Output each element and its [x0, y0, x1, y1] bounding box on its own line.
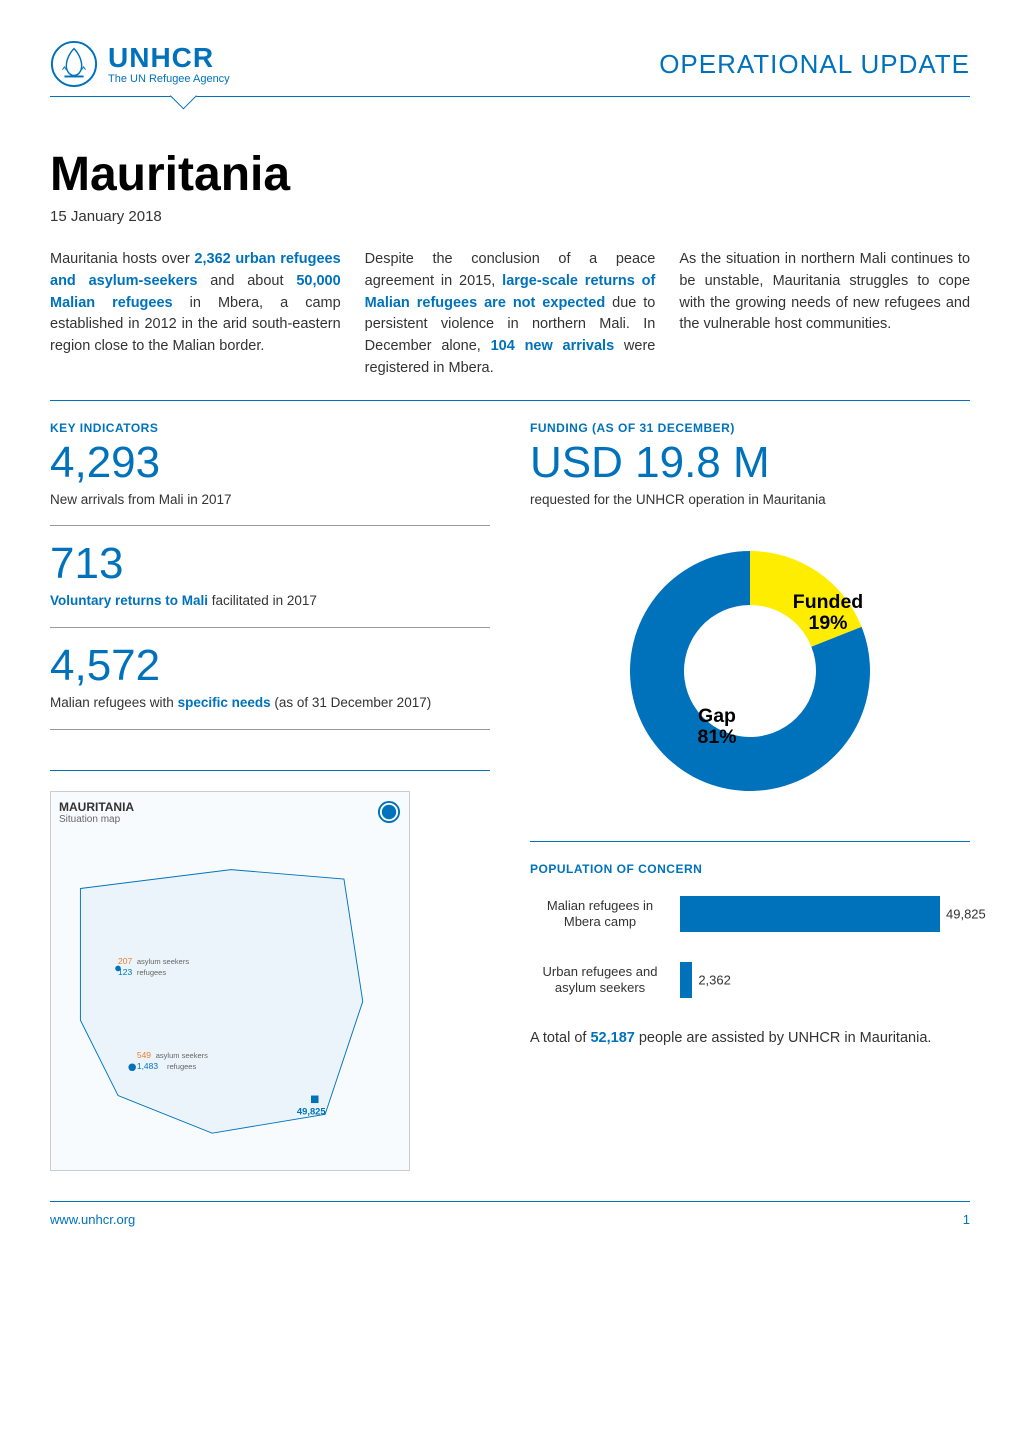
indicator-value: 713 — [50, 542, 490, 586]
population-bar-chart: Malian refugees in Mbera camp 49,825 Urb… — [530, 896, 970, 998]
intro-text: Mauritania hosts over — [50, 251, 194, 267]
indicator-value: 4,293 — [50, 441, 490, 485]
funding-amount: USD 19.8 M — [530, 441, 970, 485]
map-callout: asylum seekers — [137, 957, 189, 966]
indicator-desc: Malian refugees with specific needs (as … — [50, 694, 490, 713]
donut-svg: Funded19% Gap81% — [600, 521, 900, 821]
pop-category: Malian refugees in Mbera camp — [530, 898, 680, 932]
pop-row: Malian refugees in Mbera camp 49,825 — [530, 896, 970, 932]
key-indicators-label: KEY INDICATORS — [50, 421, 490, 435]
intro-text: As the situation in northern Mali contin… — [679, 251, 970, 332]
pop-value: 49,825 — [946, 907, 986, 922]
donut-gap-label: Gap81% — [697, 705, 736, 748]
map-title: MAURITANIA — [59, 800, 401, 814]
document-title: Mauritania — [50, 147, 970, 202]
indicator-highlight: specific needs — [178, 695, 271, 710]
header-divider — [50, 96, 970, 97]
logo-text: UNHCR The UN Refugee Agency — [108, 44, 230, 85]
indicator-block: 713 Voluntary returns to Mali facilitate… — [50, 542, 490, 628]
map-callout: refugees — [167, 1062, 196, 1071]
pop-row: Urban refugees and asylum seekers 2,362 — [530, 962, 970, 998]
document-date: 15 January 2018 — [50, 208, 970, 225]
map-subtitle: Situation map — [59, 814, 401, 825]
map-callout: 1,483 — [137, 1061, 158, 1071]
unhcr-logo: UNHCR The UN Refugee Agency — [50, 40, 230, 88]
map-callout: 207 — [118, 956, 132, 966]
indicator-desc-text: New arrivals from Mali in 2017 — [50, 492, 232, 507]
funding-desc: requested for the UNHCR operation in Mau… — [530, 491, 970, 510]
footer-page-number: 1 — [963, 1212, 970, 1227]
pop-bar-track: 2,362 — [680, 962, 970, 998]
indicator-desc-text: Malian refugees with — [50, 695, 178, 710]
logo-tagline: The UN Refugee Agency — [108, 74, 230, 85]
page-category: OPERATIONAL UPDATE — [659, 49, 970, 80]
indicator-desc-text: facilitated in 2017 — [208, 593, 317, 608]
footer-url: www.unhcr.org — [50, 1212, 135, 1227]
pop-total-highlight: 52,187 — [590, 1030, 634, 1046]
map-callout: refugees — [137, 968, 166, 977]
right-divider — [530, 841, 970, 842]
intro-text: and about — [197, 273, 296, 289]
intro-col-1: Mauritania hosts over 2,362 urban refuge… — [50, 249, 341, 380]
map-callout: 549 — [137, 1050, 151, 1060]
pop-total-text: people are assisted by UNHCR in Mauritan… — [635, 1030, 932, 1046]
left-column: KEY INDICATORS 4,293 New arrivals from M… — [50, 421, 490, 1172]
funding-label: FUNDING (AS OF 31 DECEMBER) — [530, 421, 970, 435]
indicator-value: 4,572 — [50, 644, 490, 688]
pop-bar — [680, 896, 940, 932]
intro-highlight: 104 new arrivals — [491, 338, 615, 354]
situation-map: MAURITANIA Situation map 207 asylum seek… — [50, 791, 410, 1171]
logo-acronym: UNHCR — [108, 44, 230, 72]
intro-col-2: Despite the conclusion of a peace agreem… — [365, 249, 656, 380]
body-columns: KEY INDICATORS 4,293 New arrivals from M… — [50, 421, 970, 1172]
population-total: A total of 52,187 people are assisted by… — [530, 1028, 970, 1048]
header: UNHCR The UN Refugee Agency OPERATIONAL … — [50, 40, 970, 88]
funding-donut-chart: Funded19% Gap81% — [530, 521, 970, 821]
pop-total-text: A total of — [530, 1030, 590, 1046]
pop-bar-track: 49,825 — [680, 896, 970, 932]
unhcr-badge-icon — [377, 800, 401, 824]
indicator-highlight: Voluntary returns to Mali — [50, 593, 208, 608]
population-label: POPULATION OF CONCERN — [530, 862, 970, 876]
footer: www.unhcr.org 1 — [50, 1201, 970, 1227]
pop-bar — [680, 962, 692, 998]
intro-col-3: As the situation in northern Mali contin… — [679, 249, 970, 380]
pop-value: 2,362 — [698, 973, 731, 988]
indicator-desc-text: (as of 31 December 2017) — [271, 695, 432, 710]
unhcr-logo-icon — [50, 40, 98, 88]
left-divider — [50, 770, 490, 771]
indicator-desc: Voluntary returns to Mali facilitated in… — [50, 592, 490, 611]
right-column: FUNDING (AS OF 31 DECEMBER) USD 19.8 M r… — [530, 421, 970, 1172]
map-callout: asylum seekers — [156, 1051, 208, 1060]
pop-category: Urban refugees and asylum seekers — [530, 964, 680, 998]
intro-columns: Mauritania hosts over 2,362 urban refuge… — [50, 249, 970, 401]
map-svg: 207 asylum seekers 123 refugees 549 asyl… — [59, 832, 403, 1152]
map-callout: 49,825 — [297, 1106, 326, 1117]
indicator-block: 4,293 New arrivals from Mali in 2017 — [50, 441, 490, 527]
indicator-desc: New arrivals from Mali in 2017 — [50, 491, 490, 510]
indicator-block: 4,572 Malian refugees with specific need… — [50, 644, 490, 730]
